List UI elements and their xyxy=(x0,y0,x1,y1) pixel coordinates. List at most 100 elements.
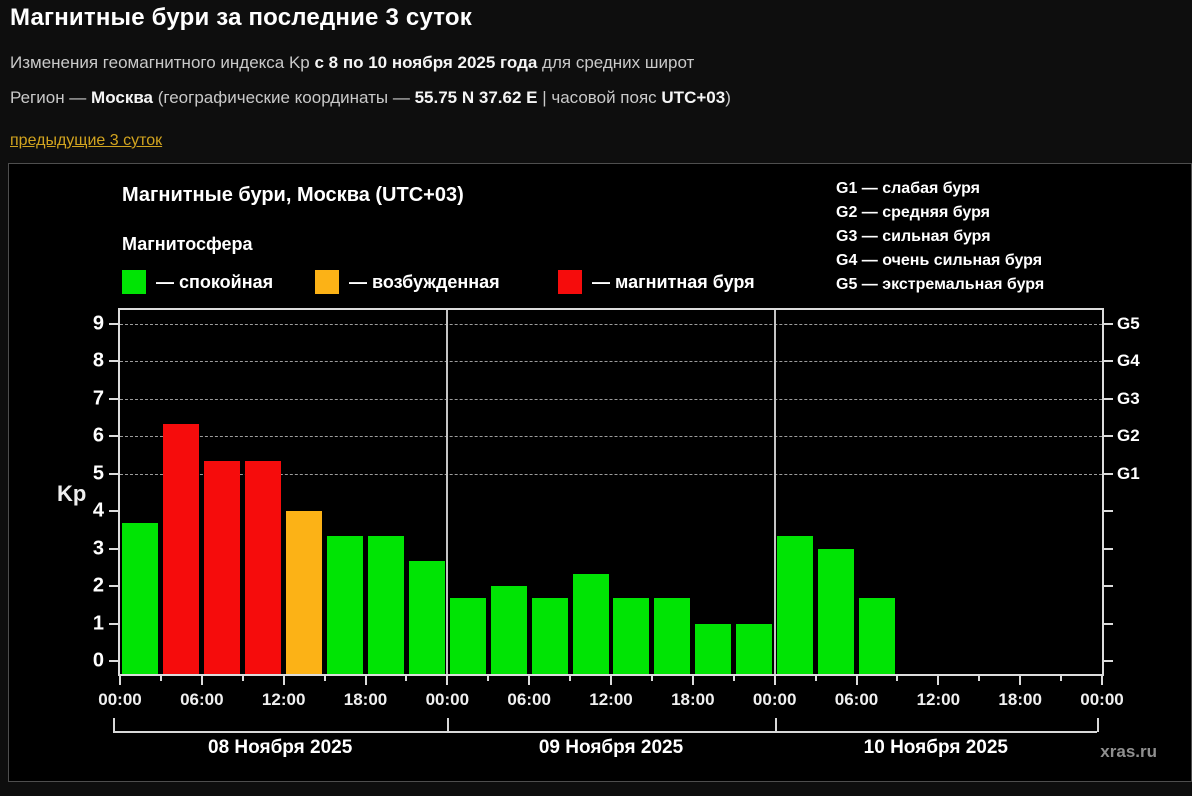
grid-line xyxy=(120,323,1102,325)
day-separator xyxy=(446,310,449,674)
g-level-label: G1 xyxy=(1117,463,1140,483)
y-tick-label: 5 xyxy=(92,462,104,484)
x-tick-label: 00:00 xyxy=(1080,690,1124,709)
region-coords: 55.75 N 37.62 E xyxy=(414,88,538,107)
x-tick-label: 00:00 xyxy=(752,690,797,709)
x-tick-label: 06:00 xyxy=(180,690,224,709)
region-tz-label: | часовой пояс xyxy=(537,88,662,107)
x-tick-label: 18:00 xyxy=(343,690,388,709)
g-level-label: G2 xyxy=(1117,426,1140,445)
y-tick-right xyxy=(1104,397,1113,400)
grid-line xyxy=(120,473,1102,475)
kp-bar xyxy=(327,536,364,674)
y-tick-right xyxy=(1104,585,1113,587)
kp-bar xyxy=(286,511,323,674)
y-tick-right xyxy=(1104,622,1113,625)
x-tick xyxy=(364,676,367,685)
region-line: Регион — Москва (географические координа… xyxy=(10,88,731,108)
g-scale-line-g3: G3 — сильная буря xyxy=(836,228,991,245)
x-tick xyxy=(200,676,203,685)
g-level-label: G4 xyxy=(1117,351,1140,370)
x-tick xyxy=(691,676,694,685)
x-tick xyxy=(814,676,817,681)
subtitle-text: Изменения геомагнитного индекса Kp xyxy=(10,53,315,72)
region-timezone: UTC+03 xyxy=(661,88,726,107)
day-separator xyxy=(773,310,776,674)
y-tick-right xyxy=(1104,435,1113,437)
day-bracket-tick xyxy=(774,718,777,732)
excited-color-swatch xyxy=(315,270,339,294)
x-tick xyxy=(732,676,735,681)
x-tick xyxy=(855,676,858,685)
date-label: 08 Ноября 2025 xyxy=(208,737,353,758)
date-label: 09 Ноября 2025 xyxy=(538,737,684,758)
y-tick xyxy=(109,660,118,662)
x-tick xyxy=(446,676,449,685)
kp-bar xyxy=(654,598,691,674)
y-tick-label: 2 xyxy=(92,574,104,597)
y-tick xyxy=(109,547,118,550)
y-tick xyxy=(109,435,118,437)
x-tick xyxy=(241,676,244,681)
kp-bar xyxy=(122,523,159,674)
kp-bar xyxy=(858,598,895,674)
g-scale-line-g5: G5 — экстремальная буря xyxy=(836,276,1045,293)
date-label: 10 Ноября 2025 xyxy=(863,737,1008,758)
y-tick-right xyxy=(1104,660,1113,662)
plot-area: 0 1 2 3 4 5 6 7 8 9 G1 G2 G3 G4 G5 00:00 06:00 12:00 18:00… xyxy=(93,308,1140,758)
day-bracket xyxy=(113,731,1097,733)
grid-line xyxy=(120,361,1102,362)
x-tick-label: 12:00 xyxy=(589,690,633,709)
x-tick xyxy=(896,676,899,681)
y-tick xyxy=(109,585,118,587)
y-tick xyxy=(109,510,118,512)
x-tick xyxy=(487,676,490,681)
y-tick-label: 6 xyxy=(92,424,104,447)
y-tick-label: 9 xyxy=(92,312,104,334)
x-tick xyxy=(1019,676,1022,685)
kp-bar xyxy=(245,461,282,674)
y-axis-title: Kp xyxy=(57,481,87,506)
legend-item-quiet: — спокойная xyxy=(122,269,273,295)
y-tick xyxy=(109,322,118,325)
kp-bar xyxy=(531,598,568,674)
x-tick-label: 00:00 xyxy=(425,690,470,709)
y-tick xyxy=(109,397,118,400)
y-tick xyxy=(109,472,118,475)
kp-bar xyxy=(367,536,404,674)
legend-label-quiet: — спокойная xyxy=(156,271,274,292)
y-tick-label: 4 xyxy=(92,499,104,522)
g-scale-line-g2: G2 — средняя буря xyxy=(836,204,990,221)
grid-line xyxy=(120,436,1102,437)
kp-bar xyxy=(695,623,732,674)
kp-bar xyxy=(613,598,650,674)
x-tick xyxy=(937,676,940,685)
chart-panel: Магнитные бури, Москва (UTC+03) Магнитос… xyxy=(8,163,1192,782)
y-tick-right xyxy=(1104,322,1113,325)
y-tick-label: 0 xyxy=(92,649,104,672)
kp-bar xyxy=(449,598,486,674)
g-level-label: G3 xyxy=(1117,388,1140,408)
kp-bar xyxy=(408,560,445,674)
x-tick-label: 12:00 xyxy=(261,690,306,709)
y-tick-label: 1 xyxy=(92,612,104,634)
quiet-color-swatch xyxy=(122,270,146,294)
x-tick xyxy=(323,676,326,681)
x-tick-label: 18:00 xyxy=(671,690,715,709)
x-tick xyxy=(1101,676,1103,685)
kp-bar xyxy=(490,586,527,674)
previous-3-days-link[interactable]: предыдущие 3 суток xyxy=(10,132,163,149)
y-tick xyxy=(109,360,118,362)
x-tick xyxy=(159,676,162,681)
x-tick xyxy=(650,676,653,681)
x-tick xyxy=(610,676,612,685)
legend-label-excited: — возбужденная xyxy=(349,271,500,292)
g-scale-legend: G1 — слабая буря G2 — средняя буря G3 — … xyxy=(836,177,1044,297)
y-tick-label: 3 xyxy=(92,537,104,559)
y-tick-right xyxy=(1104,360,1113,362)
x-tick-label: 18:00 xyxy=(998,690,1042,709)
day-bracket-tick xyxy=(447,718,450,732)
day-bracket-tick xyxy=(113,718,115,732)
x-tick xyxy=(282,676,285,685)
